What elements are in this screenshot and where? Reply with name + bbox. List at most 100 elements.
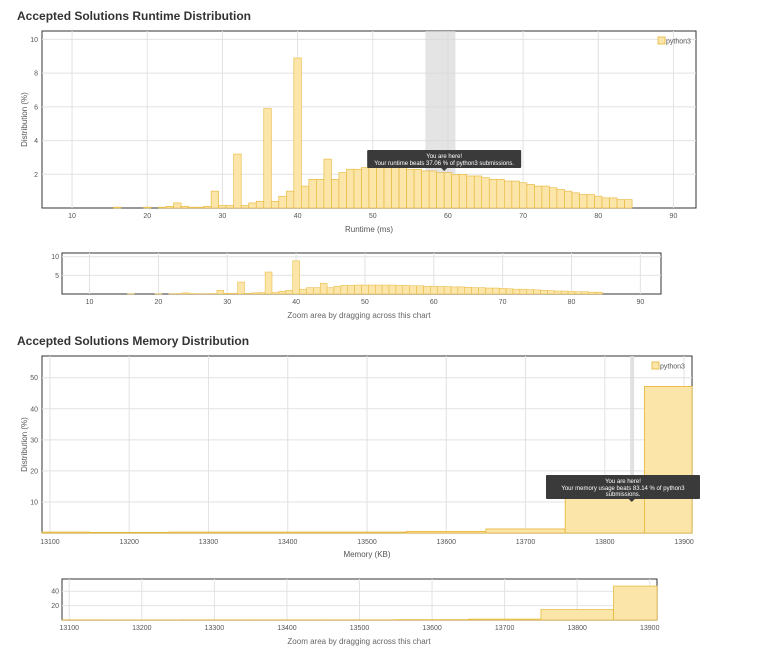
runtime-bar[interactable] <box>225 205 234 209</box>
runtime-bar[interactable] <box>601 197 610 209</box>
x-tick-label: 13800 <box>567 625 587 632</box>
runtime-chart[interactable]: 10 20 30 40 50 60 70 80 90 2 4 6 8 10 Distribution (… <box>20 30 697 234</box>
memory-zoom-caption: Zoom area by dragging across this chart <box>287 637 431 646</box>
x-tick-label: 13400 <box>277 625 297 632</box>
runtime-bar[interactable] <box>368 167 377 209</box>
runtime-bar[interactable] <box>511 180 520 209</box>
runtime-bar[interactable] <box>233 153 242 209</box>
runtime-bar[interactable] <box>293 57 302 209</box>
runtime-bar[interactable] <box>504 180 513 209</box>
memory-chart[interactable]: 13100 13200 13300 13400 13500 13600 13700 13800… <box>20 355 700 559</box>
runtime-bar[interactable] <box>519 182 528 209</box>
runtime-bar[interactable] <box>346 168 355 209</box>
memory-bar[interactable] <box>89 531 170 534</box>
runtime-bar[interactable] <box>113 206 122 209</box>
memory-bar[interactable] <box>41 531 90 534</box>
runtime-bar[interactable] <box>481 177 490 209</box>
runtime-bar[interactable] <box>143 206 152 209</box>
runtime-bar[interactable] <box>541 185 550 209</box>
runtime-bar[interactable] <box>203 206 212 209</box>
runtime-bar[interactable] <box>428 170 437 209</box>
memory-bar[interactable] <box>326 531 408 534</box>
runtime-bar[interactable] <box>624 199 633 209</box>
memory-bar[interactable] <box>168 531 249 534</box>
runtime-bar[interactable] <box>466 175 475 209</box>
runtime-bar[interactable] <box>496 179 505 209</box>
runtime-bar[interactable] <box>173 202 182 209</box>
runtime-bar[interactable] <box>376 167 385 209</box>
runtime-bar[interactable] <box>436 172 445 209</box>
x-tick-label: 50 <box>369 213 377 220</box>
runtime-bar[interactable] <box>218 205 227 209</box>
y-tick-label: 50 <box>30 375 38 382</box>
runtime-zoom-chart[interactable]: 10 20 30 40 50 60 70 80 90 5 10 Zoom area by drag… <box>51 252 662 320</box>
runtime-bar[interactable] <box>443 172 452 209</box>
runtime-bar[interactable] <box>331 179 340 209</box>
runtime-zoom-bar <box>264 271 273 295</box>
runtime-bar[interactable] <box>316 179 325 209</box>
runtime-bar[interactable] <box>609 197 618 209</box>
runtime-bar[interactable] <box>210 190 219 209</box>
runtime-bars[interactable] <box>113 57 633 209</box>
y-tick-label: 20 <box>51 603 59 610</box>
runtime-bar[interactable] <box>301 185 310 209</box>
x-tick-label: 13200 <box>132 625 152 632</box>
runtime-bar[interactable] <box>526 184 535 209</box>
runtime-bar[interactable] <box>458 173 468 209</box>
runtime-bar[interactable] <box>451 173 460 209</box>
x-tick-label: 90 <box>670 213 678 220</box>
runtime-zoom-bar <box>299 288 307 295</box>
runtime-bar[interactable] <box>534 185 543 209</box>
runtime-bar[interactable] <box>158 206 167 209</box>
runtime-bar[interactable] <box>263 108 272 209</box>
runtime-bar[interactable] <box>556 189 565 209</box>
memory-bar[interactable] <box>406 531 487 534</box>
runtime-bar[interactable] <box>308 179 317 209</box>
runtime-bar[interactable] <box>398 167 407 209</box>
x-tick-label: 13100 <box>60 625 80 632</box>
runtime-bar[interactable] <box>353 168 362 209</box>
runtime-bar[interactable] <box>406 168 415 209</box>
memory-bar[interactable] <box>644 386 693 534</box>
runtime-zoom-bar <box>416 285 424 295</box>
runtime-bar[interactable] <box>255 200 265 209</box>
memory-bar[interactable] <box>247 531 328 534</box>
runtime-legend-label: python3 <box>666 39 691 46</box>
runtime-bar[interactable] <box>571 192 580 209</box>
runtime-bar[interactable] <box>473 175 483 209</box>
runtime-bar[interactable] <box>383 167 392 209</box>
x-tick-label: 70 <box>519 213 527 220</box>
runtime-bar[interactable] <box>248 202 257 209</box>
x-tick-label: 13100 <box>40 539 60 546</box>
runtime-bar[interactable] <box>586 194 595 209</box>
runtime-legend[interactable]: python3 <box>657 36 691 46</box>
runtime-bar[interactable] <box>579 194 588 209</box>
runtime-bar[interactable] <box>549 187 558 209</box>
runtime-bar[interactable] <box>488 179 498 209</box>
runtime-bar[interactable] <box>391 167 400 209</box>
runtime-zoom-bar <box>436 286 445 295</box>
runtime-bar[interactable] <box>361 167 370 209</box>
runtime-bar[interactable] <box>413 168 422 209</box>
runtime-bar[interactable] <box>240 205 250 209</box>
memory-bar[interactable] <box>485 528 566 534</box>
runtime-bar[interactable] <box>564 190 573 209</box>
runtime-bar[interactable] <box>286 190 295 209</box>
runtime-bar[interactable] <box>338 172 347 209</box>
memory-legend[interactable]: python3 <box>651 361 685 371</box>
runtime-zoom-caption: Zoom area by dragging across this chart <box>287 311 431 320</box>
runtime-bar[interactable] <box>188 206 197 209</box>
runtime-bar[interactable] <box>180 206 189 209</box>
runtime-bar[interactable] <box>278 195 287 209</box>
runtime-bar[interactable] <box>165 206 174 209</box>
runtime-bar[interactable] <box>323 158 332 209</box>
x-tick-label: 50 <box>361 299 369 306</box>
runtime-bar[interactable] <box>270 200 280 209</box>
runtime-bar[interactable] <box>421 170 430 209</box>
runtime-bar[interactable] <box>616 199 625 209</box>
runtime-bar[interactable] <box>594 195 603 209</box>
memory-zoom-chart[interactable]: 13100 13200 13300 13400 13500 13600 13700 13800… <box>51 578 660 646</box>
runtime-tooltip-line1: You are here! <box>426 154 462 160</box>
runtime-bar[interactable] <box>195 206 204 209</box>
